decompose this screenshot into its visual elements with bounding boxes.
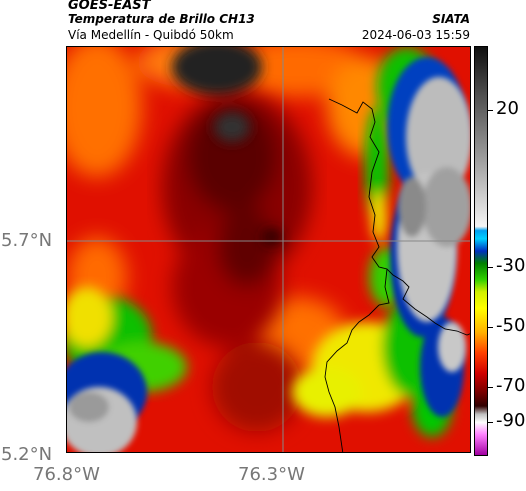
colorbar-label-minus30: -30: [496, 255, 526, 276]
colorbar-label-minus50: -50: [496, 315, 526, 336]
region-subtitle: Vía Medellín - Quibdó 50km: [68, 28, 234, 42]
colorbar-tick: [488, 422, 493, 423]
clear-sky-regions: [67, 77, 470, 452]
colorbar-label-20: 20: [496, 98, 519, 119]
colorbar-tick: [488, 387, 493, 388]
product-title: Temperatura de Brillo CH13: [68, 12, 255, 26]
boundary-line: [328, 98, 470, 336]
lat-label-5-2: 5.2°N: [1, 444, 53, 465]
lon-label-76-3: 76.3°W: [238, 464, 305, 485]
colorbar-tick: [488, 327, 493, 328]
colorbar-tick: [488, 267, 493, 268]
colorbar-label-minus90: -90: [496, 410, 526, 431]
coldest-tops: [172, 47, 282, 245]
brightness-temperature-field: [67, 47, 470, 452]
colorbar-tick: [488, 110, 493, 111]
datetime-label: 2024-06-03 15:59: [361, 28, 470, 42]
colorbar: [474, 46, 488, 456]
lon-label-76-8: 76.8°W: [33, 464, 100, 485]
satellite-map: [66, 46, 471, 453]
lat-label-5-7: 5.7°N: [1, 230, 53, 251]
department-boundary: [324, 304, 380, 452]
organization-label: SIATA: [432, 12, 470, 26]
colorbar-label-minus70: -70: [496, 375, 526, 396]
satellite-title: GOES-EAST: [68, 0, 151, 13]
department-boundary-2: [378, 268, 390, 306]
